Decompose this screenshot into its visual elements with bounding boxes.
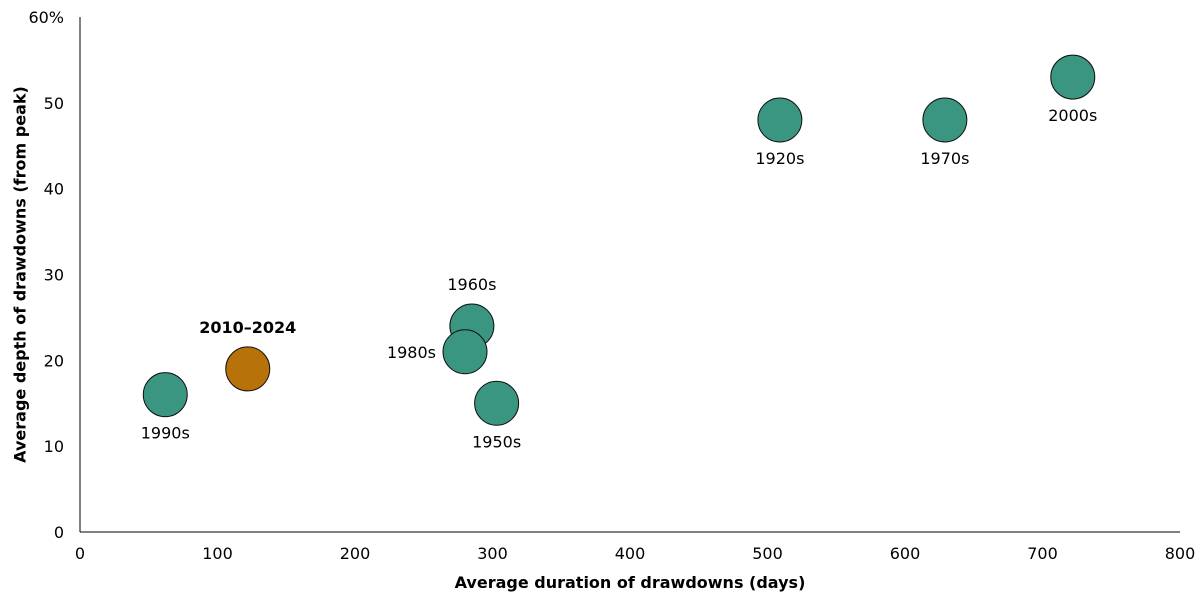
y-tick-label: 20 (44, 351, 64, 370)
y-tick-labels: 0 10 20 30 40 50 60% (28, 8, 64, 542)
data-points (142, 54, 1096, 426)
data-point (474, 380, 520, 426)
point-label: 2010–2024 (199, 318, 296, 337)
point-label: 1980s (387, 343, 436, 362)
point-label: 2000s (1048, 106, 1097, 125)
x-tick-label: 0 (75, 544, 85, 563)
x-tick-labels: 0 100 200 300 400 500 600 700 800 (75, 544, 1195, 563)
data-point (922, 97, 968, 143)
x-tick-label: 300 (477, 544, 508, 563)
x-tick-label: 800 (1165, 544, 1196, 563)
x-tick-label: 500 (752, 544, 783, 563)
y-tick-label: 10 (44, 437, 64, 456)
point-label: 1970s (920, 149, 969, 168)
data-point (442, 329, 488, 375)
x-tick-label: 700 (1027, 544, 1058, 563)
x-tick-label: 100 (202, 544, 233, 563)
point-label: 1960s (447, 275, 496, 294)
point-label: 1950s (472, 432, 521, 451)
y-tick-label: 60% (28, 8, 64, 27)
data-labels: 1990s 2010–2024 1960s 1980s 1950s 1920s 1970s 2… (141, 106, 1098, 451)
data-point (1050, 54, 1096, 100)
data-point (757, 97, 803, 143)
x-tick-label: 400 (615, 544, 646, 563)
data-point (142, 372, 188, 418)
x-tick-label: 600 (890, 544, 921, 563)
y-tick-label: 50 (44, 94, 64, 113)
point-label: 1920s (755, 149, 804, 168)
x-tick-label: 200 (340, 544, 371, 563)
y-tick-label: 0 (54, 523, 64, 542)
point-label: 1990s (141, 424, 190, 443)
y-tick-label: 30 (44, 266, 64, 285)
axes (79, 17, 1180, 533)
x-axis-title: Average duration of drawdowns (days) (455, 573, 806, 592)
y-axis-title: Average depth of drawdowns (from peak) (11, 86, 30, 463)
highlight-point (225, 346, 271, 392)
y-tick-label: 40 (44, 180, 64, 199)
